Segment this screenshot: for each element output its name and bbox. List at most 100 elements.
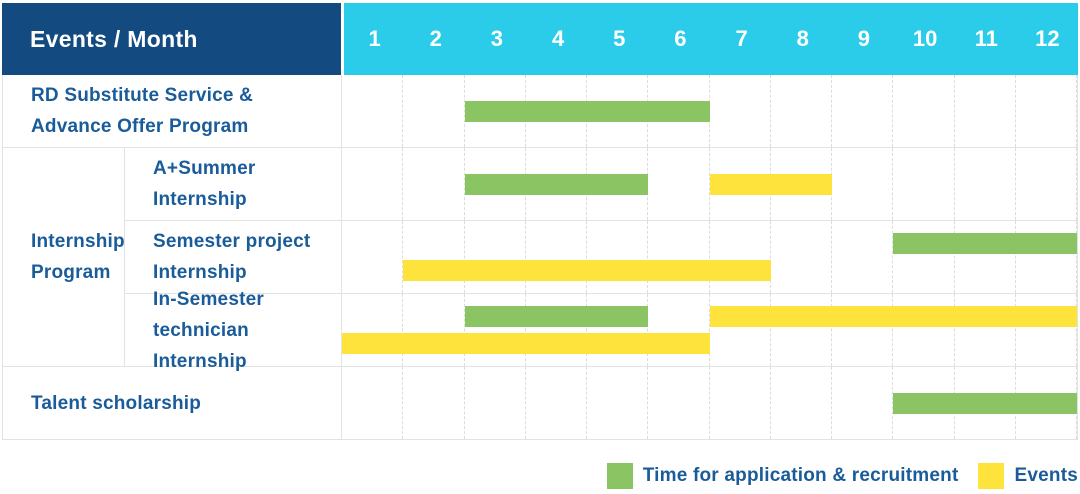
month-column [342,75,404,147]
month-column [648,367,710,439]
month-column [403,367,465,439]
month-header-cell: 7 [735,26,748,51]
month-header: 1 2 3 4 5 6 7 8 9 10 11 12 [344,3,1078,75]
row-label-rd-substitute-advance-offer: RD Substitute Service & Advance Offer Pro… [3,75,342,148]
month-header-cell: 5 [613,26,626,51]
header-divider [341,3,344,75]
month-column [587,221,649,293]
header-title: Events / Month [2,3,341,75]
label-line: Advance Offer Program [31,116,249,137]
month-column [342,294,404,366]
month-column [1016,221,1077,293]
month-column [342,221,404,293]
month-column [403,221,465,293]
month-column [771,367,832,439]
month-column [710,367,771,439]
label-line: In-Semester [153,288,264,310]
application-swatch-icon [606,463,633,489]
legend-item-application: Time for application & recruitment [606,463,959,489]
legend-label-events: Events [1014,465,1078,486]
table-header-row: Events / Month 1 2 3 4 5 6 7 8 9 10 11 12 [2,3,1078,75]
events-bar [403,260,771,281]
month-column [955,75,1016,147]
month-column [893,294,955,366]
label-line: technician Internship [153,319,249,372]
month-column [832,294,894,366]
month-column [893,148,955,220]
month-column [710,75,771,147]
month-column [526,367,587,439]
month-column [465,221,526,293]
row-label-a-plus-summer-internship: A+Summer Internship [125,148,342,221]
month-column [710,294,771,366]
gantt-track-rd-substitute-advance-offer [342,75,1077,148]
application-bar [464,100,710,122]
label-line: Talent scholarship [31,392,202,414]
legend-item-events: Events [978,463,1078,489]
label-line: Internship [153,262,247,283]
month-column [526,294,587,366]
month-column [403,75,465,147]
gantt-track-semester-project-internship [342,221,1077,294]
month-column [832,367,894,439]
application-bar [893,233,1077,254]
label-line: RD Substitute Service & [31,85,254,106]
month-header-cell: 4 [551,26,565,51]
month-column [771,75,832,147]
events-bar [709,306,1077,327]
gantt-track-talent-scholarship [342,367,1077,440]
legend: Time for application & recruitment Event… [606,463,1078,489]
month-header-cell: 11 [974,26,998,51]
month-column [832,148,894,220]
gantt-track-a-plus-summer-internship [342,148,1077,221]
month-column [342,367,404,439]
month-column [832,75,894,147]
month-header-cell: 3 [490,26,504,51]
events-bar [709,173,832,195]
month-column [771,221,832,293]
month-column [342,148,404,220]
row-label-talent-scholarship: Talent scholarship [3,367,342,440]
month-column [832,221,894,293]
label-line: Semester project [153,231,311,252]
month-column [955,294,1016,366]
month-column [955,148,1016,220]
month-header-cell: 6 [674,26,687,51]
month-column [1016,75,1077,147]
month-column [648,221,710,293]
month-header-cell: 2 [429,26,442,51]
month-column [710,221,771,293]
month-column [893,75,955,147]
month-column [587,367,649,439]
events-swatch-icon [978,463,1005,489]
label-line: Internship [153,189,247,210]
month-column [1016,148,1077,220]
month-header-cell: 10 [912,26,938,51]
month-column [403,148,465,220]
month-column [587,294,649,366]
month-column [465,294,526,366]
application-bar [464,306,649,327]
month-column [1016,294,1077,366]
month-column [403,294,465,366]
month-header-cell: 8 [796,26,809,51]
group-label-internship-program: Internship Program [3,148,125,367]
month-header-cell: 9 [857,26,871,51]
month-column [955,221,1016,293]
month-header-cell: 12 [1035,26,1060,51]
gantt-track-in-semester-technician-internship [342,294,1077,367]
application-bar [893,392,1077,414]
row-label-in-semester-technician-internship: In-Semester technician Internship [125,289,342,372]
label-line: Program [31,262,111,283]
month-column [648,148,710,220]
legend-label-application: Time for application & recruitment [642,465,959,486]
events-bar [342,333,710,354]
month-column [526,221,587,293]
month-column [771,294,832,366]
month-header-cell: 1 [368,26,381,51]
month-column [648,294,710,366]
row-label-semester-project-internship: Semester project Internship [125,221,342,294]
label-line: A+Summer [153,158,256,179]
table-body: RD Substitute Service & Advance Offer Pro… [2,75,1078,440]
